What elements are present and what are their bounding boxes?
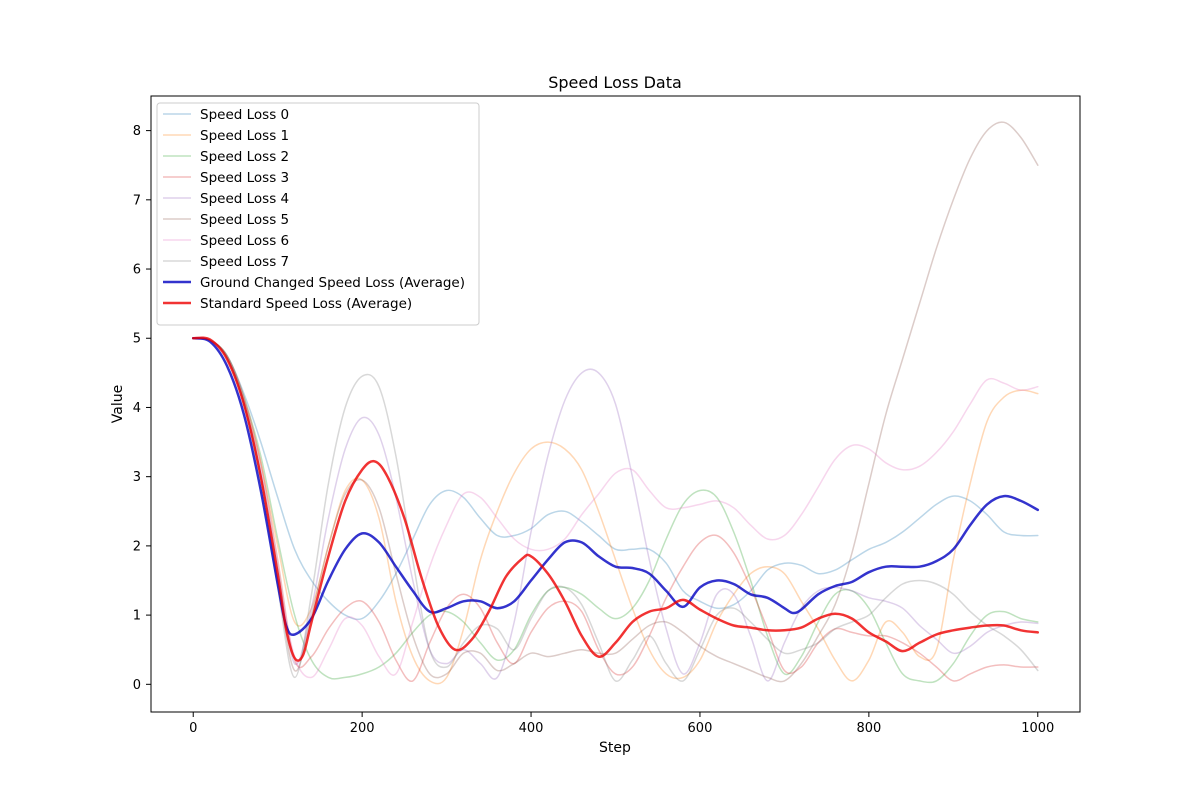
x-tick-label: 400 [519, 721, 544, 736]
x-tick-label: 1000 [1021, 721, 1054, 736]
y-tick-label: 3 [133, 470, 141, 485]
series-line-0 [192, 337, 1039, 621]
x-tick-label: 600 [688, 721, 713, 736]
legend-label-9: Standard Speed Loss (Average) [200, 296, 412, 312]
y-tick-label: 2 [133, 539, 141, 554]
x-tick-label: 0 [189, 721, 197, 736]
y-tick-label: 1 [133, 609, 141, 624]
y-axis: 0 1 2 3 4 5 6 7 8 [133, 124, 151, 693]
plot-frame [150, 95, 1081, 713]
series-line-4 [192, 337, 1039, 682]
series-line-6 [192, 337, 1039, 679]
legend-label-1: Speed Loss 1 [200, 128, 289, 144]
legend-label-0: Speed Loss 0 [200, 107, 289, 123]
series-line-8 [191, 336, 1040, 637]
series-line-3 [192, 337, 1039, 682]
x-tick-label: 200 [350, 721, 375, 736]
legend-label-4: Speed Loss 4 [200, 191, 289, 207]
x-axis: 0 200 400 600 800 1000 [189, 712, 1054, 736]
legend-label-8: Ground Changed Speed Loss (Average) [200, 275, 465, 291]
x-tick-label: 800 [856, 721, 881, 736]
legend-label-3: Speed Loss 3 [200, 170, 289, 186]
series-line-5 [192, 121, 1039, 683]
x-axis-label: Step [599, 740, 631, 756]
legend-label-2: Speed Loss 2 [200, 149, 289, 165]
y-tick-label: 6 [133, 263, 141, 278]
legend-label-7: Speed Loss 7 [200, 254, 289, 270]
y-tick-label: 8 [133, 124, 141, 139]
y-tick-label: 4 [133, 401, 141, 416]
y-tick-label: 7 [133, 193, 141, 208]
y-axis-label: Value [110, 385, 126, 423]
chart-title: Speed Loss Data [548, 73, 682, 92]
series-line-1 [192, 337, 1039, 685]
y-tick-label: 5 [133, 332, 141, 347]
legend: Speed Loss 0 Speed Loss 1 Speed Loss 2 Spee… [156, 102, 480, 326]
series-line-7 [192, 337, 1039, 682]
series-line-9 [191, 336, 1040, 662]
legend-box [156, 102, 480, 326]
series-line-2 [192, 337, 1039, 684]
y-tick-label: 0 [133, 678, 141, 693]
legend-label-5: Speed Loss 5 [200, 212, 289, 228]
legend-label-6: Speed Loss 6 [200, 233, 289, 249]
plot-lines [191, 121, 1040, 685]
